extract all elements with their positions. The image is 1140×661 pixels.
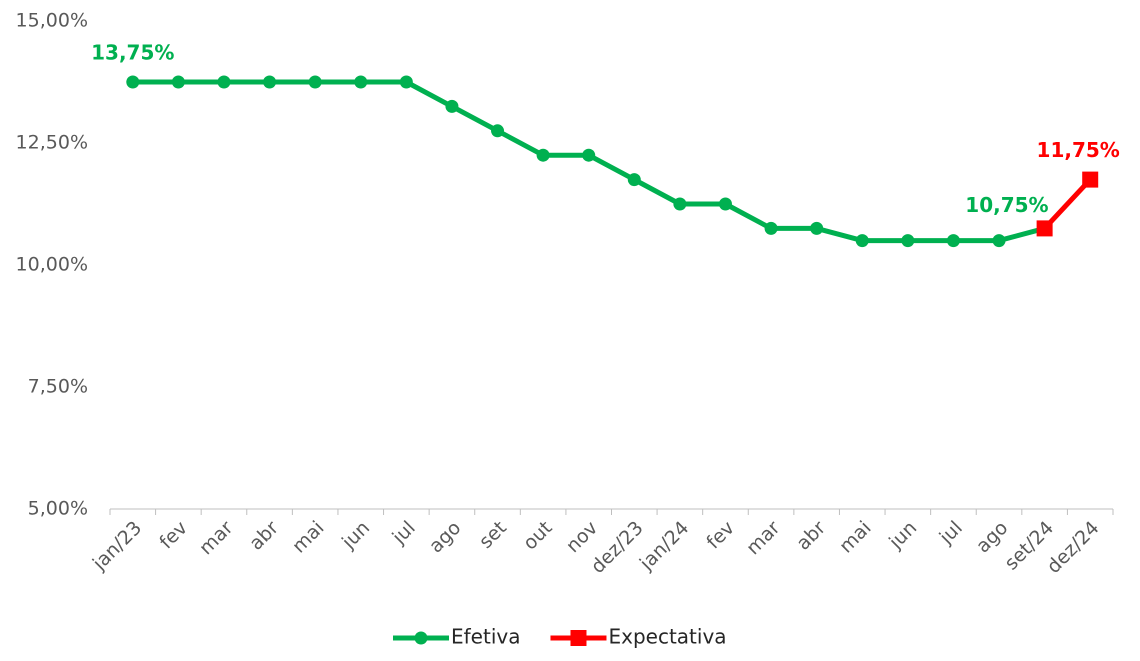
y-tick-label: 15,00%: [16, 10, 88, 32]
marker: [1036, 220, 1053, 237]
legend-label: Expectativa: [608, 625, 726, 649]
marker: [491, 124, 505, 138]
marker: [536, 148, 550, 162]
x-tick-label: jan/24: [635, 517, 693, 575]
marker: [718, 197, 732, 211]
marker: [992, 234, 1006, 248]
marker: [308, 75, 322, 89]
marker: [627, 173, 641, 187]
x-tick-label: mai: [835, 517, 876, 558]
legend-label: Efetiva: [451, 625, 520, 649]
marker: [901, 234, 915, 248]
y-tick-label: 10,00%: [16, 254, 88, 276]
x-tick-label: abr: [245, 517, 283, 555]
data-label: 11,75%: [1037, 138, 1120, 162]
x-tick-label: fev: [702, 517, 739, 554]
marker: [810, 221, 824, 235]
marker: [946, 234, 960, 248]
marker: [217, 75, 231, 89]
x-tick-label: jul: [388, 517, 420, 549]
x-tick-label: nov: [562, 517, 602, 557]
x-tick-label: jun: [337, 517, 374, 554]
x-tick-label: abr: [792, 517, 830, 555]
data-label: 13,75%: [91, 41, 174, 65]
x-tick-label: set: [475, 517, 511, 553]
x-tick-label: jan/23: [88, 517, 146, 575]
x-tick-label: fev: [155, 517, 192, 554]
x-tick-label: jul: [935, 517, 967, 549]
y-tick-label: 7,50%: [28, 376, 88, 398]
x-tick-label: mai: [288, 517, 329, 558]
x-tick-label: jun: [884, 517, 921, 554]
x-tick-label: ago: [425, 517, 466, 558]
marker: [126, 75, 140, 89]
marker: [1082, 171, 1099, 188]
marker: [354, 75, 368, 89]
series-line: [1042, 177, 1093, 231]
marker: [399, 75, 413, 89]
marker: [171, 75, 185, 89]
data-label: 10,75%: [965, 193, 1048, 217]
x-tick-label: out: [519, 517, 557, 555]
marker: [673, 197, 687, 211]
marker: [263, 75, 277, 89]
legend-marker: [570, 630, 587, 646]
x-tick-label: ago: [972, 517, 1013, 558]
marker: [855, 234, 869, 248]
legend-marker: [414, 631, 428, 645]
x-tick-label: mar: [195, 517, 238, 560]
marker: [445, 99, 459, 113]
x-tick-label: dez/23: [587, 517, 648, 578]
y-tick-label: 12,50%: [16, 132, 88, 154]
marker: [764, 221, 778, 235]
y-tick-label: 5,00%: [28, 498, 88, 520]
x-tick-label: mar: [742, 517, 785, 560]
x-tick-label: dez/24: [1043, 517, 1104, 578]
marker: [582, 148, 596, 162]
